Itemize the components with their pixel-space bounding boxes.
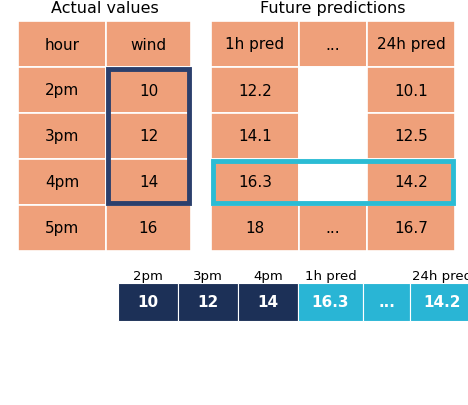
Bar [178, 284, 238, 321]
Bar [18, 22, 106, 68]
Text: 2pm: 2pm [133, 269, 163, 282]
Text: ...: ... [378, 295, 395, 310]
Bar [108, 70, 189, 203]
Text: Future predictions: Future predictions [260, 1, 406, 16]
Text: 3pm: 3pm [193, 269, 223, 282]
Bar [118, 284, 178, 321]
Text: 14: 14 [139, 175, 158, 190]
Text: Actual values: Actual values [51, 1, 158, 16]
Text: 14: 14 [257, 295, 278, 310]
Text: 14.1: 14.1 [238, 129, 272, 144]
Text: 18: 18 [245, 221, 264, 236]
Text: 12: 12 [139, 129, 158, 144]
Bar [18, 68, 106, 114]
Text: 10: 10 [139, 83, 158, 98]
Text: 1h pred: 1h pred [226, 37, 285, 52]
Text: 5pm: 5pm [45, 221, 79, 236]
Text: ...: ... [326, 37, 340, 52]
Bar [410, 284, 468, 321]
Text: 10: 10 [138, 295, 159, 310]
Text: 3pm: 3pm [45, 129, 79, 144]
Bar [299, 22, 367, 68]
Bar [367, 68, 455, 114]
Text: wind: wind [131, 37, 167, 52]
Bar [367, 114, 455, 160]
Text: 14.2: 14.2 [424, 295, 461, 310]
Text: 14.2: 14.2 [394, 175, 428, 190]
Text: hour: hour [44, 37, 80, 52]
Text: 24h pred: 24h pred [412, 269, 468, 282]
Bar [211, 205, 299, 252]
Bar [367, 160, 455, 205]
Text: 24h pred: 24h pred [377, 37, 446, 52]
Bar [299, 160, 367, 205]
Bar [106, 68, 191, 114]
Text: 1h pred: 1h pred [305, 269, 356, 282]
Bar [298, 284, 363, 321]
Bar [106, 205, 191, 252]
Bar [106, 114, 191, 160]
Bar [238, 284, 298, 321]
Bar [213, 162, 453, 203]
Text: 4pm: 4pm [45, 175, 79, 190]
Bar [106, 22, 191, 68]
Bar [367, 22, 455, 68]
Text: 2pm: 2pm [45, 83, 79, 98]
Text: 16.3: 16.3 [238, 175, 272, 190]
Text: 4pm: 4pm [253, 269, 283, 282]
Text: ...: ... [326, 221, 340, 236]
Bar [18, 205, 106, 252]
Text: 12: 12 [197, 295, 219, 310]
Text: 16.3: 16.3 [312, 295, 349, 310]
Bar [211, 22, 299, 68]
Bar [299, 205, 367, 252]
Bar [211, 68, 299, 114]
Bar [367, 205, 455, 252]
Bar [299, 68, 367, 114]
Text: 16: 16 [139, 221, 158, 236]
Bar [363, 284, 410, 321]
Bar [211, 114, 299, 160]
Bar [106, 160, 191, 205]
Bar [299, 114, 367, 160]
Text: 16.7: 16.7 [394, 221, 428, 236]
Bar [211, 160, 299, 205]
Text: 12.2: 12.2 [238, 83, 272, 98]
Bar [18, 114, 106, 160]
Text: 10.1: 10.1 [394, 83, 428, 98]
Text: 12.5: 12.5 [394, 129, 428, 144]
Bar [18, 160, 106, 205]
